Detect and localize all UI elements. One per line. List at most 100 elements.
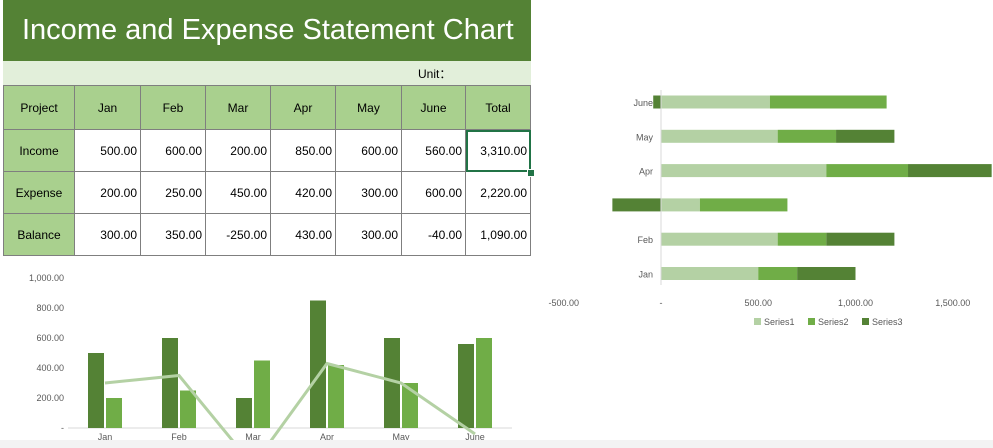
x-tick-label: 1,500.00 — [935, 298, 970, 308]
column-chart[interactable]: - 200.00 400.00 600.00 800.00 1,000.00 Jan Feb M… — [0, 262, 520, 448]
table-cell[interactable]: 300.00 — [74, 213, 141, 256]
sheet-title-bar[interactable]: Income and Expense Statement Chart — [3, 0, 531, 61]
y-tick-label: Feb — [637, 235, 653, 245]
y-tick-label: 200.00 — [36, 393, 64, 403]
header-cell-feb[interactable]: Feb — [140, 85, 206, 130]
sheet-title: Income and Expense Statement Chart — [22, 14, 514, 46]
header-row: Project Jan Feb Mar Apr May June Total — [3, 85, 531, 130]
y-tick-label: 800.00 — [36, 303, 64, 313]
table-cell[interactable]: 200.00 — [74, 171, 141, 214]
x-tick-label: Feb — [171, 432, 187, 442]
legend-label: Series2 — [818, 317, 849, 327]
table-row-balance: Balance 300.00 350.00 -250.00 430.00 300… — [3, 213, 531, 256]
stacked-bar-series2 — [826, 164, 909, 178]
header-cell-jan[interactable]: Jan — [74, 85, 141, 130]
stacked-bar-series2 — [758, 267, 798, 280]
column-bar-series2 — [106, 398, 122, 428]
x-tick-label: - — [660, 298, 663, 308]
header-cell-may[interactable]: May — [335, 85, 402, 130]
stacked-bar-series3 — [826, 232, 895, 246]
table-row-expense: Expense 200.00 250.00 450.00 420.00 300.… — [3, 171, 531, 214]
x-tick-label: Jan — [98, 432, 113, 442]
statement-table: Project Jan Feb Mar Apr May June Total I… — [3, 85, 531, 256]
stacked-bar-series2 — [777, 129, 837, 143]
column-bar-series2 — [180, 390, 196, 428]
column-bar-series2 — [402, 383, 418, 428]
legend-swatch-series3 — [862, 318, 869, 325]
table-cell[interactable]: -40.00 — [401, 213, 466, 256]
table-cell[interactable]: 450.00 — [205, 171, 271, 214]
x-tick-label: Apr — [320, 432, 334, 442]
y-tick-label: 1,000.00 — [29, 273, 64, 283]
stacked-bar-series2 — [777, 232, 827, 246]
legend-swatch-series1 — [754, 318, 761, 325]
selected-cell-total-income[interactable]: 3,310.00 — [465, 129, 531, 172]
table-cell[interactable]: 500.00 — [74, 129, 141, 172]
stacked-bar-chart[interactable]: JuneMayAprMarFebJan-500.00-500.001,000.0… — [540, 85, 993, 335]
stacked-bar-series1 — [661, 198, 700, 212]
table-row-income: Income 500.00 600.00 200.00 850.00 600.0… — [3, 129, 531, 172]
line-series3 — [104, 361, 476, 448]
stacked-bar-series3 — [797, 267, 856, 280]
table-cell[interactable]: 600.00 — [140, 129, 206, 172]
y-tick-label: June — [633, 98, 653, 108]
x-tick-label: 1,000.00 — [838, 298, 873, 308]
stacked-bar-series2 — [769, 95, 887, 109]
x-tick-label: June — [465, 432, 485, 442]
table-cell[interactable]: 1,090.00 — [465, 213, 531, 256]
table-cell[interactable]: 250.00 — [140, 171, 206, 214]
x-tick-label: May — [392, 432, 410, 442]
column-bar-series1 — [88, 353, 104, 428]
legend-swatch-series2 — [808, 318, 815, 325]
x-tick-label: 500.00 — [744, 298, 772, 308]
table-cell[interactable]: 430.00 — [270, 213, 336, 256]
table-cell[interactable]: -250.00 — [205, 213, 271, 256]
unit-row[interactable]: Unit： — [3, 61, 531, 85]
y-tick-label: 400.00 — [36, 363, 64, 373]
x-tick-label: -500.00 — [548, 298, 579, 308]
row-label-income[interactable]: Income — [3, 129, 75, 172]
x-tick-label: Mar — [245, 432, 261, 442]
table-cell[interactable]: 850.00 — [270, 129, 336, 172]
column-bar-series1 — [162, 338, 178, 428]
table-cell[interactable]: 560.00 — [401, 129, 466, 172]
stacked-bar-series1 — [661, 164, 827, 178]
table-cell[interactable]: 2,220.00 — [465, 171, 531, 214]
legend-label: Series3 — [872, 317, 903, 327]
fill-handle[interactable] — [527, 169, 535, 177]
row-label-balance[interactable]: Balance — [3, 213, 75, 256]
y-tick-label: May — [636, 132, 654, 142]
header-cell-apr[interactable]: Apr — [270, 85, 336, 130]
column-bar-series1 — [458, 344, 474, 428]
table-cell[interactable]: 600.00 — [335, 129, 402, 172]
y-tick-label: 600.00 — [36, 333, 64, 343]
table-cell[interactable]: 420.00 — [270, 171, 336, 214]
column-bar-series2 — [254, 360, 270, 428]
table-cell[interactable]: 350.00 — [140, 213, 206, 256]
header-cell-project[interactable]: Project — [3, 85, 75, 130]
stacked-bar-series3 — [836, 129, 895, 143]
header-cell-total[interactable]: Total — [465, 85, 531, 130]
stacked-bar-series1 — [661, 129, 778, 143]
header-cell-june[interactable]: June — [401, 85, 466, 130]
stacked-bar-series1 — [661, 95, 770, 109]
table-cell[interactable]: 300.00 — [335, 171, 402, 214]
stacked-bar-series3 — [612, 198, 661, 212]
column-bar-series2 — [476, 338, 492, 428]
table-cell[interactable]: 300.00 — [335, 213, 402, 256]
legend-label: Series1 — [764, 317, 795, 327]
stacked-bar-series3 — [908, 164, 992, 178]
stacked-bar-series1 — [661, 267, 759, 280]
unit-label: Unit： — [418, 67, 452, 81]
stacked-bar-series1 — [661, 232, 778, 246]
column-bar-series1 — [310, 300, 326, 428]
column-bar-series2 — [328, 365, 344, 428]
table-cell[interactable]: 600.00 — [401, 171, 466, 214]
y-tick-label: Jan — [638, 270, 653, 280]
stacked-bar-series2 — [699, 198, 788, 212]
column-bar-series1 — [384, 338, 400, 428]
y-tick-label: Apr — [639, 167, 653, 177]
table-cell[interactable]: 200.00 — [205, 129, 271, 172]
row-label-expense[interactable]: Expense — [3, 171, 75, 214]
header-cell-mar[interactable]: Mar — [205, 85, 271, 130]
